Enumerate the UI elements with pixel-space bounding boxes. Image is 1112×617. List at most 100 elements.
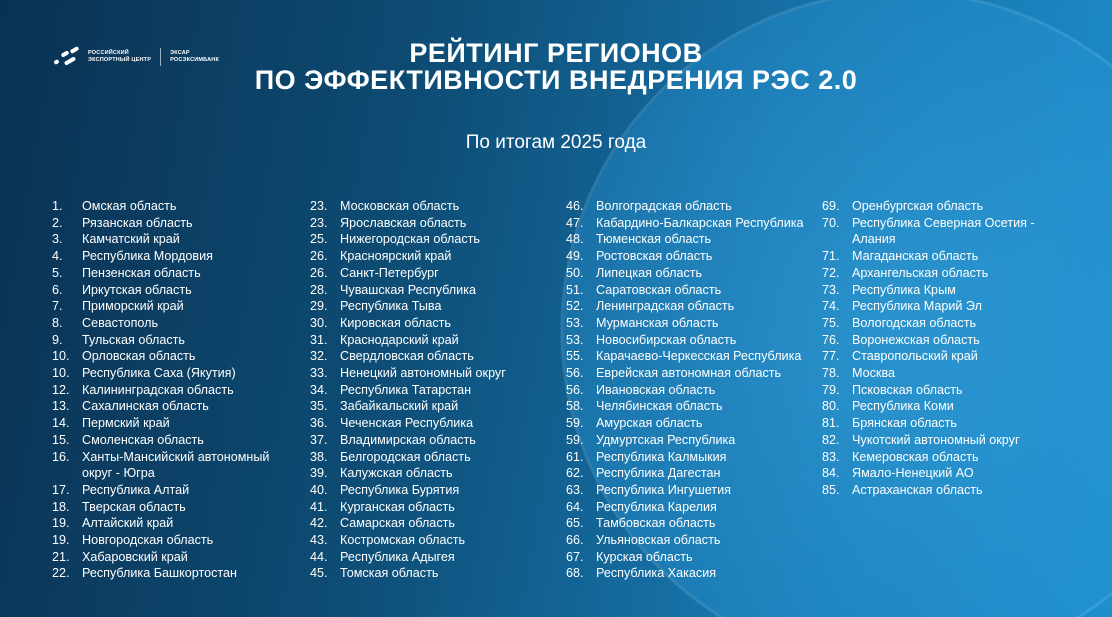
- list-item: 85. Астраханская область: [822, 482, 1052, 499]
- list-item: 21. Хабаровский край: [52, 549, 297, 566]
- region-name: Костромская область: [340, 533, 466, 548]
- region-name: Республика Адыгея: [340, 549, 455, 564]
- rank-number: 62.: [566, 466, 584, 481]
- list-item: 26. Красноярский край: [310, 248, 560, 265]
- rank-number: 26.: [310, 265, 328, 280]
- list-item: 25. Нижегородская область: [310, 231, 560, 248]
- region-name: Омская область: [82, 199, 177, 213]
- rank-number: 55.: [566, 349, 584, 364]
- region-name: Пензенская область: [82, 265, 201, 280]
- ranking-column: 1. Омская область 2. Рязанская область 3. Кам…: [52, 198, 297, 582]
- rank-number: 71.: [822, 249, 840, 264]
- list-item: 64. Республика Карелия: [566, 499, 816, 516]
- list-item: 29. Республика Тыва: [310, 298, 560, 315]
- rank-number: 14.: [52, 416, 70, 431]
- rank-number: 37.: [310, 432, 328, 447]
- rank-number: 66.: [566, 533, 584, 548]
- region-name: Смоленская область: [82, 432, 204, 447]
- region-name: Алтайский край: [82, 516, 174, 531]
- rank-number: 12.: [52, 382, 70, 397]
- rank-number: 4.: [52, 249, 63, 264]
- list-item: 30. Кировская область: [310, 315, 560, 332]
- region-name: Волгоградская область: [596, 199, 732, 213]
- region-name: Магаданская область: [852, 249, 979, 264]
- list-item: 9. Тульская область: [52, 332, 297, 349]
- region-name: Томская область: [340, 566, 439, 581]
- rank-number: 1.: [52, 199, 63, 213]
- rank-number: 9.: [52, 332, 63, 347]
- rank-number: 31.: [310, 332, 328, 347]
- list-item: 5. Пензенская область: [52, 265, 297, 282]
- list-item: 36. Чеченская Республика: [310, 415, 560, 432]
- ranking-column: 46. Волгоградская область 47. Кабардино-Бал…: [566, 198, 816, 582]
- rank-number: 40.: [310, 482, 328, 497]
- list-item: 19. Новгородская область: [52, 532, 297, 549]
- list-item: 32. Свердловская область: [310, 348, 560, 365]
- list-item: 23. Ярославская область: [310, 215, 560, 232]
- rank-number: 16.: [52, 449, 70, 464]
- list-item: 58. Челябинская область: [566, 398, 816, 415]
- region-name: Республика Мордовия: [82, 249, 213, 264]
- region-name: Республика Хакасия: [596, 566, 717, 581]
- list-item: 50. Липецкая область: [566, 265, 816, 282]
- list-item: 81. Брянская область: [822, 415, 1052, 432]
- list-item: 15. Смоленская область: [52, 432, 297, 449]
- region-name: Тверская область: [82, 499, 186, 514]
- rank-number: 19.: [52, 533, 70, 548]
- region-name: Оренбургская область: [852, 199, 984, 213]
- list-item: 63. Республика Ингушетия: [566, 482, 816, 499]
- region-name: Кировская область: [340, 315, 451, 330]
- rank-number: 72.: [822, 265, 840, 280]
- rank-number: 3.: [52, 232, 63, 247]
- rank-number: 58.: [566, 399, 584, 414]
- ranking-column: 23. Московская область 23. Ярославская обла…: [310, 198, 560, 582]
- rank-number: 18.: [52, 499, 70, 514]
- rank-number: 23.: [310, 199, 328, 213]
- list-item: 80. Республика Коми: [822, 398, 1052, 415]
- region-name: Нижегородская область: [340, 232, 480, 247]
- rank-number: 78.: [822, 366, 840, 381]
- region-name: Чукотский автономный округ: [852, 432, 1020, 447]
- region-name: Астраханская область: [852, 482, 983, 497]
- rank-number: 69.: [822, 199, 840, 213]
- region-name: Липецкая область: [596, 265, 703, 280]
- list-item: 77. Ставропольский край: [822, 348, 1052, 365]
- list-item: 31. Краснодарский край: [310, 332, 560, 349]
- region-name: Республика Коми: [852, 399, 954, 414]
- rank-number: 70.: [822, 215, 840, 230]
- rank-number: 85.: [822, 482, 840, 497]
- list-item: 33. Ненецкий автономный округ: [310, 365, 560, 382]
- list-item: 66. Ульяновская область: [566, 532, 816, 549]
- region-name: Чеченская Республика: [340, 416, 474, 431]
- list-item: 82. Чукотский автономный округ: [822, 432, 1052, 449]
- region-name: Ивановская область: [596, 382, 716, 397]
- rank-number: 59.: [566, 416, 584, 431]
- region-name: Саратовская область: [596, 282, 722, 297]
- list-item: 59. Удмуртская Республика: [566, 432, 816, 449]
- logo-divider: [160, 48, 162, 66]
- rank-number: 64.: [566, 499, 584, 514]
- region-name: Ростовская область: [596, 249, 713, 264]
- list-item: 48. Тюменская область: [566, 231, 816, 248]
- list-item: 26. Санкт-Петербург: [310, 265, 560, 282]
- rank-number: 5.: [52, 265, 63, 280]
- list-item: 40. Республика Бурятия: [310, 482, 560, 499]
- list-item: 83. Кемеровская область: [822, 449, 1052, 466]
- rank-number: 39.: [310, 466, 328, 481]
- list-item: 53. Мурманская область: [566, 315, 816, 332]
- region-name: Тамбовская область: [596, 516, 716, 531]
- list-item: 1. Омская область: [52, 198, 297, 215]
- rank-number: 13.: [52, 399, 70, 414]
- list-item: 37. Владимирская область: [310, 432, 560, 449]
- region-name: Чувашская Республика: [340, 282, 476, 297]
- list-item: 22. Республика Башкортостан: [52, 565, 297, 582]
- list-item: 17. Республика Алтай: [52, 482, 297, 499]
- list-item: 39. Калужская область: [310, 465, 560, 482]
- list-item: 44. Республика Адыгея: [310, 549, 560, 566]
- region-name: Ханты-Мансийский автономный округ - Югра: [82, 449, 270, 481]
- list-item: 68. Республика Хакасия: [566, 565, 816, 582]
- rank-number: 15.: [52, 432, 70, 447]
- region-name: Приморский край: [82, 299, 184, 314]
- region-name: Хабаровский край: [82, 549, 188, 564]
- rank-number: 43.: [310, 533, 328, 548]
